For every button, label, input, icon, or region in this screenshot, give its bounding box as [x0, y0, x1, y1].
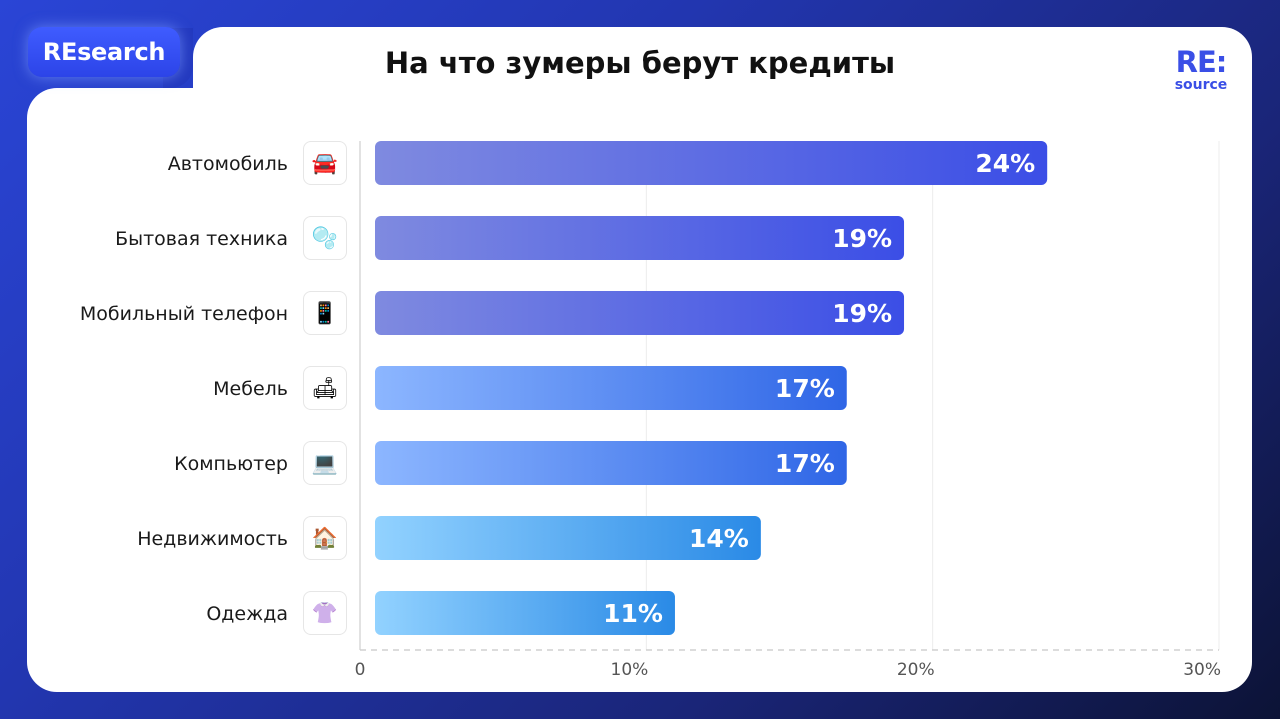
category-label: Мебель — [213, 378, 288, 400]
category-label: Автомобиль — [168, 153, 288, 175]
laptop-icon: 💻 — [303, 441, 347, 485]
bar — [375, 366, 847, 410]
resource-logo: RE: source — [1168, 45, 1234, 93]
x-tick-label: 30% — [1183, 660, 1221, 680]
bar — [375, 291, 905, 335]
logo-re: RE: — [1175, 45, 1228, 79]
category-label: Недвижимость — [137, 528, 288, 550]
bar-value-label: 19% — [832, 299, 892, 328]
bar — [375, 141, 1048, 185]
house-icon: 🏠 — [303, 516, 347, 560]
category-label: Мобильный телефон — [80, 303, 288, 325]
chart-title: На что зумеры берут кредиты — [384, 46, 896, 80]
category-label: Одежда — [206, 603, 288, 625]
bar-value-label: 24% — [975, 149, 1035, 178]
sofa-icon: 🛋 — [303, 366, 347, 410]
blouse-icon: 👚 — [303, 591, 347, 635]
bar — [375, 591, 675, 635]
bar-value-label: 11% — [603, 599, 663, 628]
chart-card-header — [193, 27, 1252, 147]
research-badge: REsearch — [28, 27, 180, 77]
x-tick-label: 10% — [611, 660, 649, 680]
bar-value-label: 14% — [689, 524, 749, 553]
category-label: Бытовая техника — [115, 228, 288, 250]
car-icon: 🚘 — [303, 141, 347, 185]
bar — [375, 441, 847, 485]
category-label: Компьютер — [174, 453, 288, 475]
x-tick-label: 20% — [897, 660, 935, 680]
logo-source: source — [1174, 77, 1228, 93]
bar-value-label: 19% — [832, 224, 892, 253]
washing-machine-icon: 🫧 — [303, 216, 347, 260]
x-tick-label: 0 — [355, 660, 366, 680]
bar — [375, 516, 761, 560]
bar-value-label: 17% — [775, 374, 835, 403]
bar — [375, 216, 905, 260]
mobile-phone-icon: 📱 — [303, 291, 347, 335]
bar-value-label: 17% — [775, 449, 835, 478]
